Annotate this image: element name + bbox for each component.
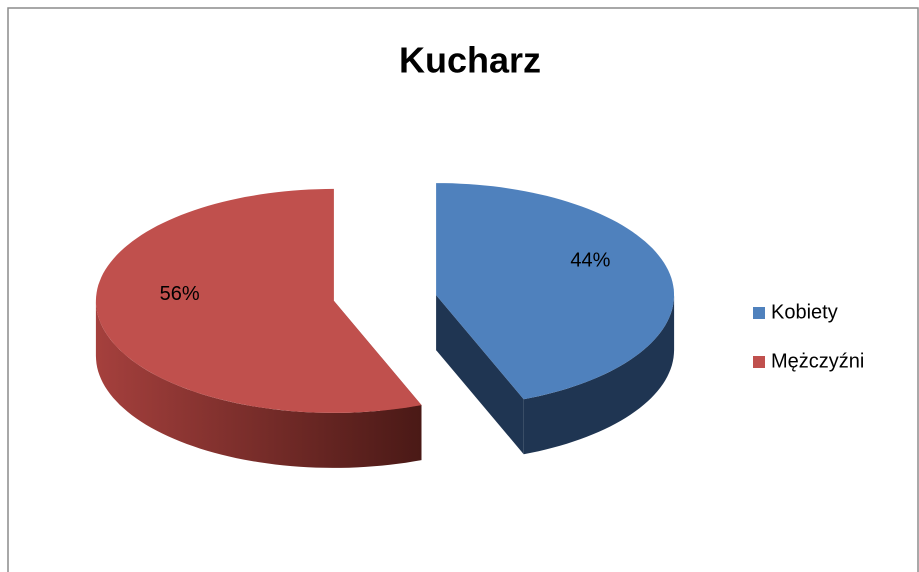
legend: Kobiety Mężczyźni [753, 301, 864, 372]
slice-cut-face [436, 295, 524, 455]
chart-title: Kucharz [399, 40, 541, 81]
legend-label: Mężczyźni [771, 350, 864, 372]
data-label: 56% [160, 283, 200, 305]
legend-swatch [753, 307, 765, 319]
slice [436, 183, 674, 400]
data-label: 44% [570, 250, 610, 272]
pie: 44% 56% [95, 183, 675, 468]
slice [95, 188, 422, 413]
legend-label: Kobiety [771, 301, 838, 323]
slice-side [523, 295, 675, 455]
slice-side [95, 300, 422, 468]
legend-swatch [753, 356, 765, 368]
